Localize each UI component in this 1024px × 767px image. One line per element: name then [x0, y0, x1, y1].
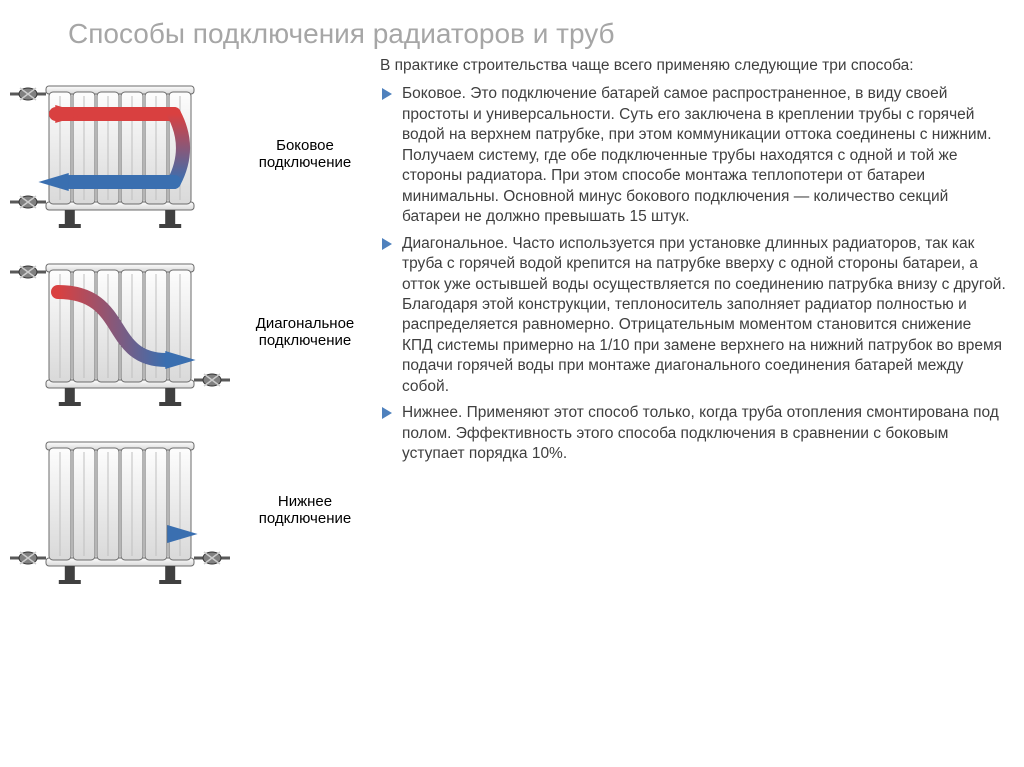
diagram-diag-label-l2: подключение: [259, 332, 351, 349]
diagram-side-label-l1: Боковое: [276, 137, 334, 154]
radiator-side-svg: [10, 74, 230, 234]
content-wrap: Боковое подключение Диагональное подключ…: [0, 56, 1024, 590]
bullet-text: Нижнее. Применяют этот способ только, ко…: [402, 404, 999, 462]
page-title: Способы подключения радиаторов и труб: [0, 0, 1024, 56]
diagram-diag: Диагональное подключение: [10, 252, 370, 412]
diagram-side-label: Боковое подключение: [240, 137, 370, 172]
diagram-bottom-label-l1: Нижнее: [278, 493, 332, 510]
diagrams-column: Боковое подключение Диагональное подключ…: [0, 56, 380, 590]
bullet-text: Боковое. Это подключение батарей самое р…: [402, 85, 992, 225]
diagram-bottom: Нижнее подключение: [10, 430, 370, 590]
diagram-bottom-label-l2: подключение: [259, 510, 351, 527]
radiator-diag-svg: [10, 252, 230, 412]
bullet-item: Боковое. Это подключение батарей самое р…: [380, 84, 1006, 227]
bullet-item: Диагональное. Часто используется при уст…: [380, 234, 1006, 398]
text-column: В практике строительства чаще всего прим…: [380, 56, 1016, 590]
diagram-side: Боковое подключение: [10, 74, 370, 234]
diagram-diag-label: Диагональное подключение: [240, 315, 370, 350]
diagram-bottom-label: Нижнее подключение: [240, 493, 370, 528]
diagram-diag-label-l1: Диагональное: [256, 315, 355, 332]
bullet-item: Нижнее. Применяют этот способ только, ко…: [380, 403, 1006, 464]
bullet-list: Боковое. Это подключение батарей самое р…: [380, 84, 1006, 464]
diagram-side-label-l2: подключение: [259, 154, 351, 171]
radiator-bottom-svg: [10, 430, 230, 590]
bullet-text: Диагональное. Часто используется при уст…: [402, 235, 1006, 395]
intro-text: В практике строительства чаще всего прим…: [380, 56, 1006, 76]
